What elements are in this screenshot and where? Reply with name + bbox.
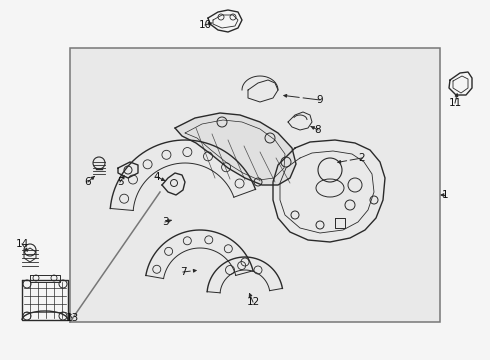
- Bar: [70, 48, 440, 322]
- Text: 5: 5: [117, 177, 123, 187]
- Text: 13: 13: [65, 313, 78, 323]
- Text: 3: 3: [162, 217, 168, 227]
- Polygon shape: [175, 113, 296, 185]
- Text: 14: 14: [15, 239, 28, 249]
- Polygon shape: [273, 140, 385, 242]
- Text: 8: 8: [315, 125, 321, 135]
- Text: 6: 6: [85, 177, 91, 187]
- Text: 12: 12: [246, 297, 260, 307]
- Text: 1: 1: [441, 190, 448, 200]
- Text: 4: 4: [154, 172, 160, 182]
- Text: 10: 10: [198, 20, 212, 30]
- Text: 2: 2: [359, 153, 366, 163]
- Text: 11: 11: [448, 98, 462, 108]
- Text: 7: 7: [180, 267, 186, 277]
- Text: 9: 9: [317, 95, 323, 105]
